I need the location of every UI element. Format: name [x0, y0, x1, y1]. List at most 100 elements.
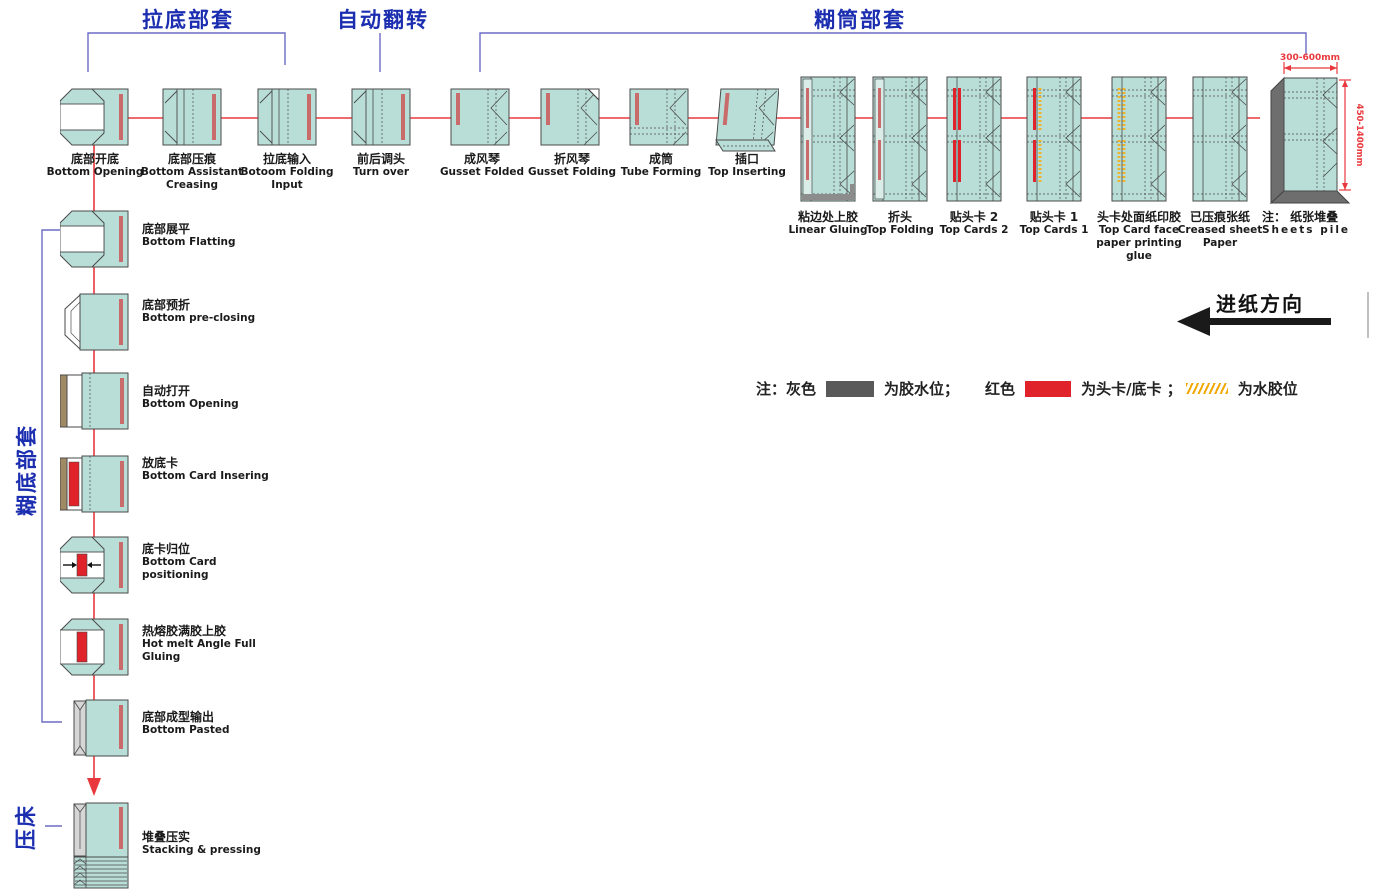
station-label-hot-melt-angle-full-gluing: 热熔胶满胶上胶 Hot melt Angle Full Gluing	[142, 624, 282, 664]
station-turn-over	[351, 88, 411, 146]
bag-hotmelt-icon	[60, 618, 129, 676]
section-header-press: 压床	[14, 804, 38, 850]
station-stacking-pressing	[60, 802, 130, 890]
station-botoom-folding-input	[257, 88, 317, 146]
station-label-en: Bottom Flatting	[142, 236, 236, 248]
station-label-en: Linear Gluing	[788, 224, 868, 236]
svg-text:300-600mm: 300-600mm	[1280, 53, 1340, 63]
station-label-en: Hot melt Angle Full Gluing	[142, 638, 256, 663]
station-label-en: Turn over	[352, 166, 410, 178]
station-label-en: Bottom Pasted	[142, 724, 230, 736]
station-label-zh: 自动打开	[142, 384, 191, 398]
station-label-bottom-opening: 底部开底 Bottom Opening	[39, 152, 151, 179]
svg-text:450-1400mm: 450-1400mm	[1354, 104, 1364, 167]
bag-fold-icon	[351, 88, 411, 146]
station-bottom-card-positioning	[60, 536, 130, 594]
bag-fold-icon	[257, 88, 317, 146]
station-label-zh: 粘边处上胶	[797, 210, 858, 224]
station-top-inserting	[715, 88, 779, 152]
station-label-zh: 成筒	[648, 152, 673, 166]
section-header-bottom-gluing: 糊底部套	[15, 424, 39, 516]
section-header-auto-turn: 自动翻转	[337, 8, 429, 32]
station-label-gusset-folding: 折风琴 Gusset Folding	[516, 152, 628, 179]
station-label-zh: 前后调头	[356, 152, 405, 166]
station-bottom-card-insering	[60, 455, 130, 513]
station-bottom-pasted	[60, 699, 130, 757]
legend: 注： 灰色 为胶水位； 红色 为头卡/底卡 ； 为水胶位	[756, 378, 1298, 399]
station-label-bottom-card-insering: 放底卡 Bottom Card Insering	[142, 456, 282, 483]
legend-red-desc: 为头卡/底卡 ；	[1081, 380, 1182, 398]
legend-waterglue-swatch	[1185, 383, 1228, 394]
feed-direction-arrowhead-icon	[1177, 307, 1210, 336]
station-gusset-folded	[450, 88, 514, 146]
station-label-zh: 底部预折	[142, 298, 191, 312]
station-linear-gluing	[800, 76, 856, 202]
station-label-en: Tube Forming	[620, 166, 702, 178]
bracket-bottom-gluing	[41, 229, 62, 723]
station-label-en: Stacking & pressing	[142, 844, 261, 856]
sheets-pile-label-zh: 注： 纸张堆叠	[1262, 210, 1339, 224]
station-label-zh: 堆叠压实	[142, 830, 191, 844]
sheet-square-icon	[450, 88, 510, 146]
station-label-tube-forming: 成筒 Tube Forming	[605, 152, 717, 179]
station-gusset-folding	[540, 88, 604, 146]
section-header-tube-gluing: 糊筒部套	[814, 8, 906, 32]
station-label-creased-sheet-paper: 已压痕张纸 Creased sheet Paper	[1164, 210, 1276, 250]
sheets-pile-3d-icon: 300-600mm 450-1400mm	[1269, 53, 1364, 205]
station-label-zh: 拉底输入	[262, 152, 311, 166]
station-label-en: Top Cards 1	[1019, 224, 1089, 236]
sheet-tall-gluing-icon	[800, 76, 856, 202]
sheet-square-skew-icon	[715, 88, 779, 152]
feed-direction-label: 进纸方向	[1216, 292, 1304, 316]
station-tube-forming	[629, 88, 693, 146]
station-label-top-folding: 折头 Top Folding	[844, 210, 956, 237]
bracket-tube-gluing	[479, 32, 1307, 72]
section-header-pull-bottom: 拉底部套	[142, 8, 234, 32]
station-label-zh: 头卡处面纸印胶	[1096, 210, 1181, 224]
station-label-turn-over: 前后调头 Turn over	[325, 152, 437, 179]
bracket-pull-bottom	[87, 32, 286, 72]
station-hot-melt-angle-full-gluing	[60, 618, 130, 676]
sheet-tall-cards1-icon	[1026, 76, 1082, 202]
bag-pasted-icon	[73, 699, 129, 757]
station-bottom-pre-closing	[60, 293, 130, 351]
legend-gray-name: 灰色	[786, 380, 817, 398]
bag-octagon-icon	[60, 88, 129, 146]
station-label-bottom-opening: 自动打开 Bottom Opening	[142, 384, 282, 411]
station-label-top-cards-2: 贴头卡 2 Top Cards 2	[918, 210, 1030, 237]
station-label-stacking-pressing: 堆叠压实 Stacking & pressing	[142, 830, 282, 857]
feed-direction-arrow	[1208, 318, 1331, 325]
sheets-pile-label-en: Sheets pile	[1262, 224, 1351, 236]
legend-waterglue-desc: 为水胶位	[1237, 380, 1298, 398]
legend-gray-swatch	[826, 380, 875, 397]
station-top-card-face-paper-printing-glue	[1111, 76, 1167, 202]
station-label-zh: 底部成型输出	[142, 710, 215, 724]
station-label-en: Botoom Folding Input	[240, 166, 334, 191]
station-label-zh: 底部压痕	[167, 152, 216, 166]
station-label-zh: 已压痕张纸	[1189, 210, 1250, 224]
station-label-gusset-folded: 成风琴 Gusset Folded	[426, 152, 538, 179]
station-top-cards-1	[1026, 76, 1082, 202]
bag-stacked-icon	[73, 802, 129, 889]
sheet-tall-folding-icon	[872, 76, 928, 202]
flow-arrowhead-icon	[87, 778, 101, 796]
station-label-en: Top Card face paper printing glue	[1096, 224, 1182, 262]
station-label-zh: 贴头卡 2	[949, 210, 999, 224]
station-label-zh: 热熔胶满胶上胶	[142, 624, 227, 638]
station-label-en: Gusset Folding	[527, 166, 617, 178]
station-label-zh: 折头	[887, 210, 912, 224]
sheets-pile-label: 注： 纸张堆叠 Sheets pile	[1262, 210, 1392, 237]
legend-red-name: 红色	[985, 380, 1016, 398]
station-label-en: Bottom Card positioning	[142, 556, 217, 581]
station-label-botoom-folding-input: 拉底输入 Botoom Folding Input	[231, 152, 343, 192]
station-label-zh: 贴头卡 1	[1029, 210, 1079, 224]
station-bottom-opening	[60, 372, 130, 430]
legend-red-swatch	[1025, 380, 1072, 397]
bag-preclose-icon	[64, 293, 129, 351]
station-label-top-cards-1: 贴头卡 1 Top Cards 1	[998, 210, 1110, 237]
station-top-cards-2	[946, 76, 1002, 202]
station-label-zh: 底部开底	[70, 152, 119, 166]
station-label-top-inserting: 插口 Top Inserting	[691, 152, 803, 179]
bag-card-position-icon	[60, 536, 129, 594]
